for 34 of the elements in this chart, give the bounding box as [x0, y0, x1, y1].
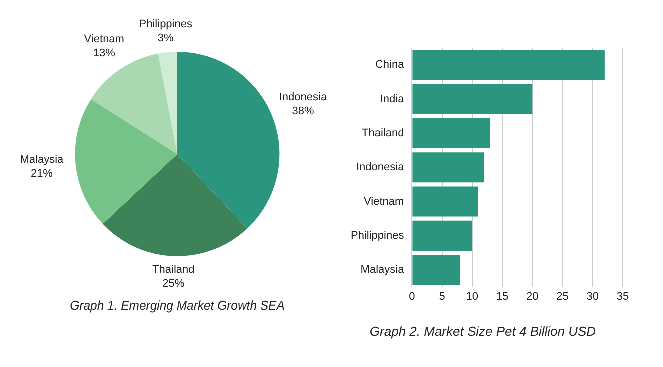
- x-tick-label: 0: [409, 290, 416, 303]
- x-tick-label: 5: [439, 290, 446, 303]
- y-tick-label: Malaysia: [360, 264, 406, 276]
- slice-label: Malaysia: [20, 154, 65, 166]
- x-tick-label: 35: [616, 290, 630, 303]
- bar: [412, 186, 478, 217]
- bar: [412, 118, 490, 148]
- slice-label: Thailand: [152, 264, 195, 276]
- x-tick-label: 20: [526, 290, 539, 303]
- slice-label: Indonesia: [279, 91, 328, 104]
- y-tick-label: Vietnam: [364, 196, 404, 208]
- data-label: 21%: [30, 168, 54, 180]
- y-tick-label: Thailand: [362, 127, 404, 140]
- x-tick-label: 15: [496, 290, 509, 303]
- data-label: 13%: [93, 48, 116, 60]
- x-tick-label: 25: [556, 290, 569, 303]
- bar: [412, 152, 484, 183]
- data-label: 38%: [292, 105, 314, 118]
- bar: [412, 220, 472, 251]
- y-tick-label: India: [380, 93, 406, 106]
- bar: [412, 84, 533, 114]
- bar: [412, 255, 460, 286]
- x-tick-label: 30: [586, 290, 600, 303]
- slice-label: Vietnam: [84, 34, 124, 46]
- x-tick-label: 10: [466, 290, 479, 303]
- slice-label: Philippines: [139, 18, 193, 30]
- y-tick-label: China: [375, 59, 406, 72]
- text: Graph 1. Emerging Market Growth SEA: [70, 298, 285, 313]
- data-label: 3%: [158, 32, 174, 44]
- data-label: 25%: [162, 278, 185, 290]
- text: Graph 2. Market Size Pet 4 Billion USD: [370, 324, 596, 339]
- y-tick-label: Indonesia: [356, 162, 406, 174]
- y-tick-label: Philippines: [351, 230, 405, 242]
- bar: [412, 50, 605, 80]
